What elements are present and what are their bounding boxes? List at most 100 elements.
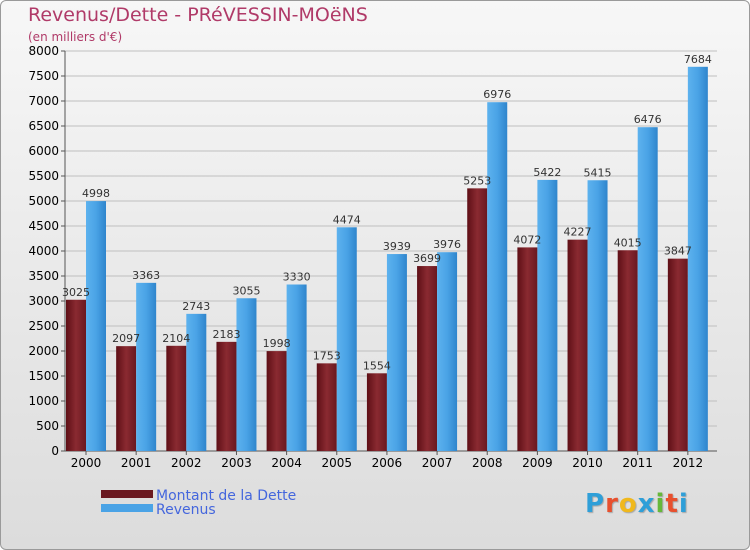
value-label-debt: 1753 — [313, 349, 341, 362]
value-label-revenue: 6976 — [483, 88, 511, 101]
y-tick-label: 5000 — [28, 194, 59, 208]
x-tick-label: 2006 — [372, 456, 403, 470]
y-tick-label: 3500 — [28, 269, 59, 283]
bar-revenue — [386, 254, 407, 451]
bar-revenue — [437, 252, 458, 451]
bar-debt — [567, 239, 588, 451]
x-tick-label: 2000 — [71, 456, 102, 470]
bar-debt — [216, 341, 237, 451]
x-tick-label: 2010 — [572, 456, 603, 470]
bar-revenue — [236, 298, 257, 451]
chart-title: Revenus/Dette - PRéVESSIN-MOëNS — [28, 4, 368, 26]
bar-debt — [366, 373, 387, 451]
x-tick-label: 2004 — [271, 456, 302, 470]
value-label-debt: 3025 — [62, 286, 90, 299]
legend-label-debt: Montant de la Dette — [156, 488, 296, 504]
proxiti-logo: Proxiti — [585, 489, 689, 519]
axes: 0 500 1000 1500 2000 2500 3000 3500 4000 4500 5000… — [28, 44, 717, 470]
logo-letter: o — [618, 489, 638, 519]
x-tick-label: 2009 — [522, 456, 553, 470]
legend-swatch-revenue — [101, 504, 153, 512]
x-tick-label: 2002 — [171, 456, 202, 470]
value-label-revenue: 3976 — [433, 238, 461, 251]
bar-revenue — [587, 180, 608, 451]
bars — [66, 66, 708, 452]
x-tick-label: 2005 — [321, 456, 352, 470]
value-label-revenue: 5415 — [584, 166, 612, 179]
y-tick-label: 4000 — [28, 244, 59, 258]
y-tick-label: 8000 — [28, 44, 59, 58]
x-tick-label: 2008 — [472, 456, 503, 470]
bar-revenue — [687, 66, 708, 452]
logo-letter: i — [655, 489, 666, 519]
value-label-revenue: 3363 — [132, 269, 160, 282]
bar-revenue — [537, 179, 558, 451]
y-tick-label: 7500 — [28, 69, 59, 83]
grid-lines — [65, 50, 717, 452]
y-tick-label: 6000 — [28, 144, 59, 158]
value-label-debt: 1998 — [263, 337, 291, 350]
bar-revenue — [86, 201, 106, 451]
bar-debt — [66, 299, 86, 451]
value-label-debt: 4227 — [564, 226, 592, 239]
value-label-revenue: 4998 — [82, 187, 110, 200]
value-label-debt: 1554 — [363, 359, 391, 372]
value-label-revenue: 3939 — [383, 240, 411, 253]
logo-letter: x — [637, 489, 656, 519]
y-tick-label: 4500 — [28, 219, 59, 233]
value-label-revenue: 2743 — [182, 300, 210, 313]
y-tick-label: 3000 — [28, 294, 59, 308]
x-tick-label: 2011 — [622, 456, 653, 470]
value-labels: 3025 4998 2097 3363 2104 2743 2183 3055 1998 3330… — [62, 53, 712, 372]
y-tick-label: 6500 — [28, 119, 59, 133]
y-tick-label: 1500 — [28, 369, 59, 383]
y-tick-label: 2000 — [28, 344, 59, 358]
value-label-debt: 3847 — [664, 245, 692, 258]
value-label-revenue: 5422 — [533, 166, 561, 179]
chart-subtitle: (en milliers d'€) — [28, 30, 123, 44]
y-tick-label: 1000 — [28, 394, 59, 408]
logo-letter: r — [605, 489, 619, 519]
value-label-debt: 2097 — [112, 332, 140, 345]
y-tick-label: 500 — [36, 419, 59, 433]
bar-debt — [417, 266, 438, 451]
bar-revenue — [336, 227, 357, 451]
bar-revenue — [286, 284, 307, 451]
bar-debt — [667, 258, 688, 451]
logo-letter: i — [678, 489, 689, 519]
bar-debt — [266, 351, 287, 451]
y-tick-label: 0 — [51, 444, 59, 458]
bar-debt — [467, 188, 488, 451]
y-tick-label: 7000 — [28, 94, 59, 108]
logo-letter: P — [585, 489, 606, 519]
legend-swatch-debt — [101, 490, 153, 498]
value-label-debt: 2104 — [162, 332, 190, 345]
logo-letter: t — [665, 489, 679, 519]
bar-revenue — [136, 282, 157, 451]
value-label-revenue: 3330 — [283, 271, 311, 284]
bar-debt — [116, 346, 137, 451]
bar-revenue — [186, 313, 207, 451]
value-label-debt: 4015 — [614, 236, 642, 249]
bar-revenue — [487, 102, 508, 451]
value-label-revenue: 4474 — [333, 213, 361, 226]
y-tick-label: 2500 — [28, 319, 59, 333]
bar-debt — [517, 247, 538, 451]
bar-revenue — [637, 127, 658, 451]
legend: Montant de la Dette Revenus — [101, 488, 296, 518]
x-tick-label: 2012 — [673, 456, 704, 470]
value-label-debt: 2183 — [212, 328, 240, 341]
value-label-debt: 3699 — [413, 252, 441, 265]
value-label-debt: 4072 — [513, 233, 541, 246]
value-label-revenue: 6476 — [634, 113, 662, 126]
x-tick-label: 2007 — [422, 456, 453, 470]
value-label-revenue: 7684 — [684, 53, 712, 66]
bar-debt — [617, 250, 638, 451]
bar-debt — [166, 345, 187, 451]
value-label-revenue: 3055 — [232, 284, 260, 297]
x-tick-label: 2001 — [121, 456, 152, 470]
legend-label-revenue: Revenus — [156, 502, 216, 518]
y-tick-label: 5500 — [28, 169, 59, 183]
